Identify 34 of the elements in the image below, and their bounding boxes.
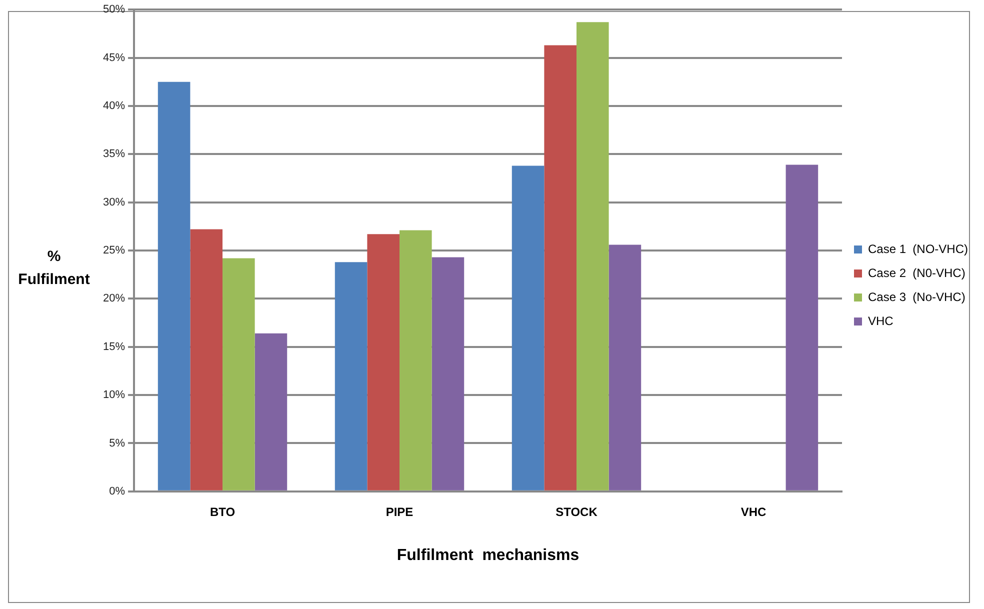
legend-label: Case 3 (No-VHC) xyxy=(868,290,966,304)
bar xyxy=(158,82,190,490)
y-tick-label: 5% xyxy=(109,437,126,450)
bar xyxy=(432,257,464,490)
y-tick-label: 30% xyxy=(102,196,126,208)
bar xyxy=(512,166,544,490)
bar xyxy=(334,262,368,490)
y-tick-label: 40% xyxy=(102,100,126,112)
bar xyxy=(367,234,400,490)
legend-label: Case 1 (NO-VHC) xyxy=(868,242,968,256)
legend-label: Case 2 (N0-VHC) xyxy=(868,266,966,280)
x-tick-label: PIPE xyxy=(386,504,414,519)
x-tick-label: VHC xyxy=(740,504,766,519)
bar xyxy=(254,333,288,490)
bar xyxy=(544,45,576,490)
y-tick-label: 45% xyxy=(102,52,126,64)
y-axis-title: % Fulfilment xyxy=(17,247,91,290)
bar xyxy=(222,258,255,490)
x-tick-label: STOCK xyxy=(556,504,598,519)
y-tick-label: 35% xyxy=(102,148,126,160)
x-tick-label: BTO xyxy=(210,504,236,519)
y-tick-label: 20% xyxy=(102,292,126,305)
y-tick-label: 15% xyxy=(102,340,126,353)
y-tick-label: 50% xyxy=(102,4,126,16)
x-axis-title: Fulfilment mechanisms xyxy=(396,546,580,564)
y-tick-label: 10% xyxy=(102,389,126,402)
y-tick-label: 0% xyxy=(109,485,126,498)
legend-label: VHC xyxy=(868,314,894,328)
bar xyxy=(190,229,223,490)
bar xyxy=(608,244,642,490)
y-tick-label: 25% xyxy=(102,244,126,257)
bar xyxy=(576,22,609,490)
bar xyxy=(400,230,432,490)
bar xyxy=(786,164,818,490)
